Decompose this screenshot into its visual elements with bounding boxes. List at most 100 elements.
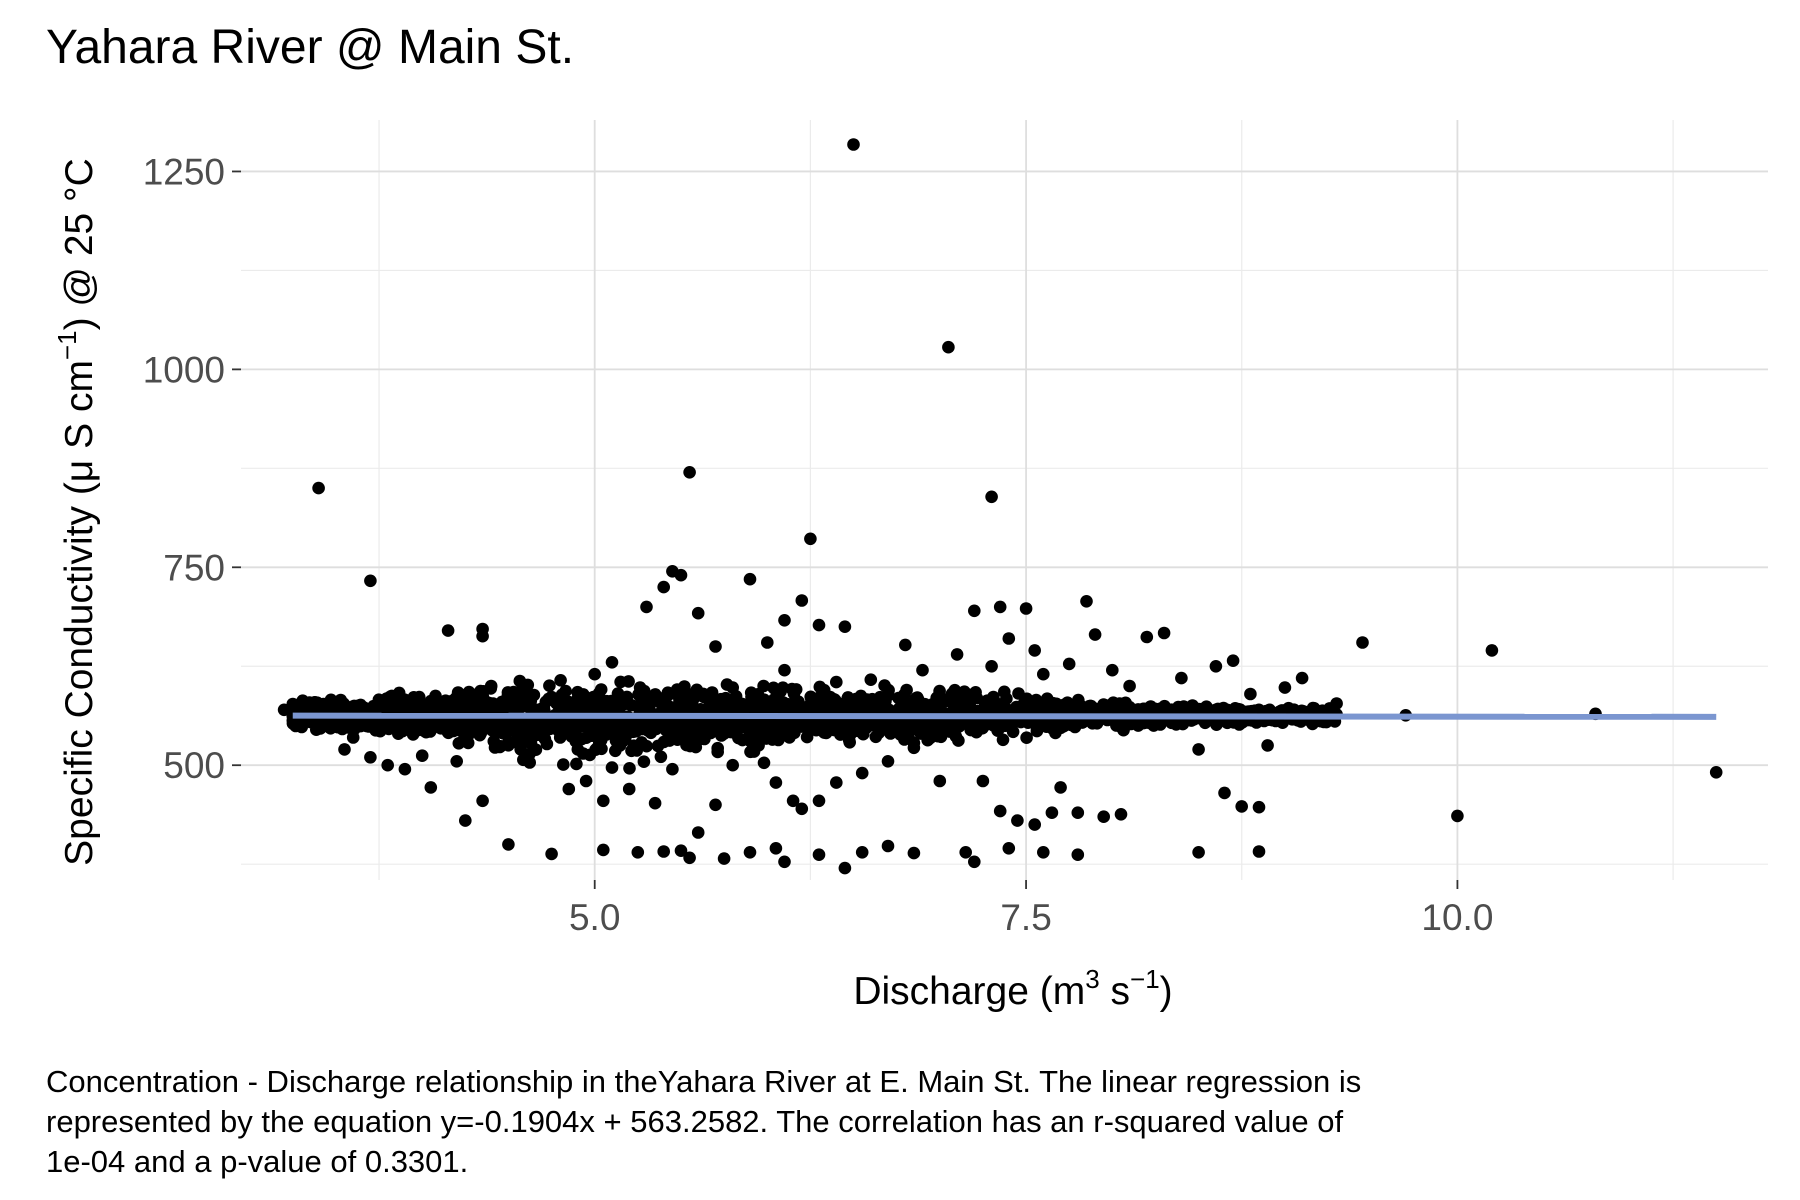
- data-point: [743, 572, 757, 586]
- data-point: [726, 681, 739, 694]
- data-point: [364, 751, 377, 764]
- data-point-dense: [633, 681, 647, 694]
- data-point-dense: [628, 722, 641, 735]
- data-point-dense: [724, 725, 738, 739]
- data-point-dense: [963, 696, 976, 710]
- data-point: [415, 749, 429, 762]
- data-point: [364, 574, 377, 588]
- data-point-dense: [949, 730, 963, 743]
- data-point: [605, 656, 619, 669]
- data-point-dense: [528, 703, 542, 716]
- data-point: [433, 695, 446, 709]
- data-point-dense: [678, 680, 691, 693]
- data-point-dense: [646, 717, 659, 731]
- data-point: [1062, 657, 1076, 671]
- data-point-dense: [577, 688, 590, 701]
- data-point: [1088, 628, 1102, 641]
- data-point: [761, 636, 774, 649]
- data-point: [959, 846, 972, 859]
- data-point-dense: [998, 716, 1012, 730]
- data-point: [812, 618, 826, 632]
- data-point: [1054, 781, 1067, 794]
- data-point-dense: [1020, 731, 1033, 744]
- data-point: [812, 794, 826, 808]
- data-point-dense: [842, 733, 856, 747]
- data-point-dense: [711, 745, 724, 759]
- data-point: [855, 846, 869, 859]
- data-point: [838, 861, 852, 875]
- data-point: [855, 766, 869, 780]
- data-point: [1278, 681, 1292, 694]
- data-point: [976, 774, 990, 788]
- data-point-dense: [838, 724, 851, 738]
- data-point-dense: [1084, 699, 1097, 713]
- data-point-dense: [570, 757, 583, 771]
- data-point-dense: [564, 726, 578, 740]
- grid: [241, 120, 1768, 880]
- data-point: [899, 638, 912, 652]
- data-point: [778, 663, 791, 677]
- data-point-dense: [594, 733, 608, 747]
- x-tick-label: 5.0: [569, 897, 620, 938]
- data-point-dense: [485, 723, 499, 737]
- data-point: [441, 624, 455, 637]
- data-point: [726, 758, 739, 772]
- y-tick-label: 750: [163, 547, 225, 588]
- data-point-dense: [884, 727, 897, 740]
- data-point: [1097, 810, 1110, 823]
- x-tick-label: 7.5: [1000, 897, 1051, 938]
- x-tick-label: 10.0: [1421, 897, 1493, 938]
- data-point-dense: [654, 692, 667, 705]
- data-point-dense: [970, 725, 983, 739]
- x-axis-label-end: ): [1160, 970, 1173, 1013]
- data-point: [795, 802, 809, 816]
- data-point: [562, 782, 576, 796]
- data-point: [519, 751, 532, 764]
- data-point: [657, 580, 670, 594]
- data-point: [1028, 644, 1041, 657]
- data-point: [907, 846, 921, 860]
- data-point-dense: [451, 699, 465, 713]
- y-axis-label-end: ) @ 25 °C: [58, 158, 101, 330]
- data-point: [709, 640, 722, 653]
- regression-line: [292, 712, 1717, 720]
- data-point: [1045, 806, 1059, 819]
- data-point: [1209, 660, 1223, 673]
- data-point-dense: [663, 718, 677, 731]
- data-point-dense: [581, 720, 594, 734]
- data-point-dense: [785, 682, 799, 696]
- data-point: [1485, 644, 1499, 657]
- data-point-dense: [474, 684, 487, 698]
- data-point: [597, 843, 610, 857]
- data-point-dense: [1102, 701, 1116, 714]
- data-point: [1106, 663, 1119, 677]
- data-point: [476, 794, 489, 808]
- data-point: [1192, 743, 1205, 756]
- data-point-dense: [698, 732, 711, 746]
- y-axis-label-sup: −1: [52, 330, 82, 360]
- data-point-dense: [783, 731, 796, 744]
- data-point-dense: [697, 687, 710, 701]
- data-point-dense: [688, 702, 702, 715]
- data-point: [717, 852, 731, 865]
- data-point-dense: [303, 696, 316, 709]
- data-point: [752, 739, 765, 752]
- data-point: [674, 568, 688, 582]
- data-point-dense: [736, 733, 749, 747]
- data-point: [459, 814, 472, 827]
- data-point: [1028, 818, 1041, 831]
- data-point-dense: [710, 699, 724, 712]
- data-point: [346, 731, 360, 744]
- data-point: [338, 743, 351, 756]
- data-point: [476, 629, 489, 643]
- data-point-dense: [671, 688, 684, 702]
- data-point: [778, 855, 791, 869]
- data-point-dense: [719, 691, 732, 705]
- data-point: [1002, 842, 1016, 855]
- data-point-dense: [383, 720, 397, 733]
- data-point-dense: [349, 700, 363, 713]
- data-point-dense: [952, 697, 966, 710]
- data-point: [1037, 846, 1050, 859]
- data-point: [579, 774, 593, 788]
